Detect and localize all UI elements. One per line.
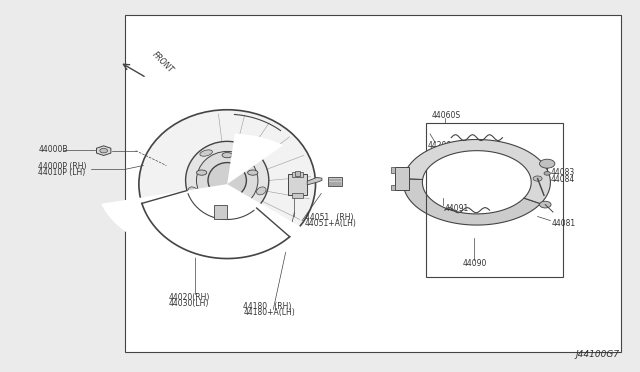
Text: 44000B: 44000B — [38, 145, 68, 154]
Text: 44051   (RH): 44051 (RH) — [305, 213, 353, 222]
Text: 44083: 44083 — [550, 169, 575, 177]
Circle shape — [100, 148, 108, 153]
Bar — [125, 15, 621, 352]
Ellipse shape — [257, 187, 266, 195]
Ellipse shape — [248, 170, 258, 175]
Bar — [391, 185, 395, 190]
Circle shape — [540, 201, 551, 208]
Polygon shape — [307, 177, 322, 185]
Ellipse shape — [196, 170, 207, 175]
Bar — [395, 167, 409, 190]
Bar — [214, 205, 227, 219]
Circle shape — [540, 159, 555, 168]
Ellipse shape — [222, 153, 232, 158]
Text: 44200: 44200 — [428, 141, 452, 150]
Text: J44100G7: J44100G7 — [575, 350, 620, 359]
Ellipse shape — [139, 110, 316, 259]
Text: 44180   (RH): 44180 (RH) — [243, 302, 292, 311]
Text: 44091: 44091 — [445, 204, 469, 213]
Wedge shape — [101, 184, 319, 260]
Ellipse shape — [206, 198, 216, 203]
Polygon shape — [97, 146, 111, 155]
Bar — [288, 174, 307, 195]
Ellipse shape — [208, 163, 246, 198]
Ellipse shape — [200, 150, 212, 156]
Text: 44081: 44081 — [552, 219, 576, 228]
Text: 44090: 44090 — [463, 259, 487, 267]
Bar — [292, 172, 303, 177]
Text: 44000P (RH): 44000P (RH) — [38, 162, 87, 171]
Circle shape — [533, 176, 542, 181]
Bar — [295, 171, 300, 176]
Text: 44060S: 44060S — [432, 111, 461, 120]
Ellipse shape — [196, 151, 258, 209]
Bar — [391, 167, 395, 173]
Ellipse shape — [220, 212, 234, 217]
Polygon shape — [403, 179, 541, 225]
Text: 44051+A(LH): 44051+A(LH) — [305, 219, 356, 228]
Text: 44030(LH): 44030(LH) — [168, 299, 209, 308]
Polygon shape — [403, 140, 550, 204]
Wedge shape — [227, 134, 284, 184]
Text: 44180+A(LH): 44180+A(LH) — [243, 308, 295, 317]
Ellipse shape — [238, 198, 248, 203]
Text: 44020(RH): 44020(RH) — [168, 293, 210, 302]
Bar — [426, 123, 563, 277]
Bar — [292, 193, 303, 198]
Circle shape — [544, 171, 550, 175]
Ellipse shape — [186, 141, 269, 219]
Ellipse shape — [188, 187, 198, 195]
Ellipse shape — [242, 150, 255, 156]
Text: 44010P (LH): 44010P (LH) — [38, 168, 86, 177]
FancyBboxPatch shape — [328, 177, 342, 186]
Text: FRONT: FRONT — [150, 50, 175, 75]
Text: 44084: 44084 — [550, 175, 575, 184]
